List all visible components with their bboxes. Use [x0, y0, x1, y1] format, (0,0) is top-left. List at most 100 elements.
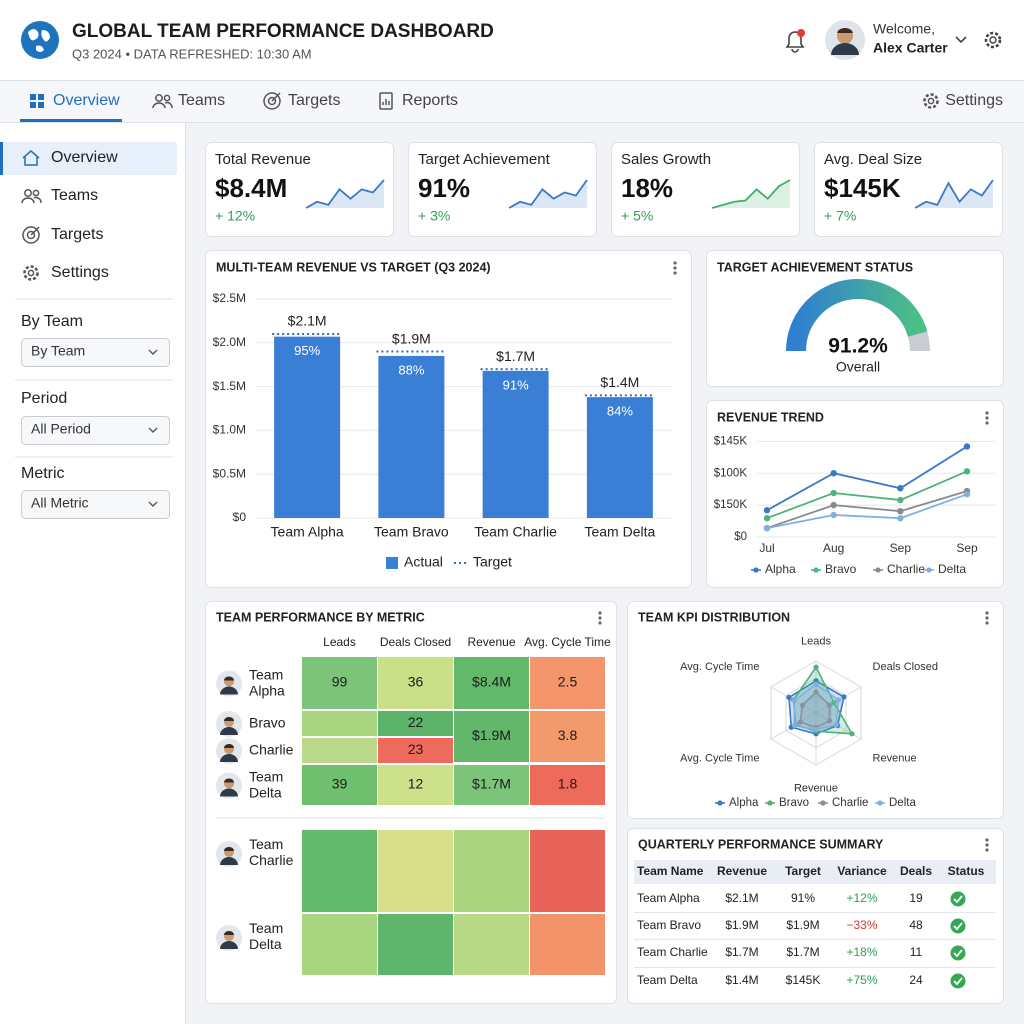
filter-select[interactable]	[21, 338, 170, 367]
kpi-change: + 7%	[824, 208, 856, 224]
radar-axis-label: Deals Closed	[873, 661, 938, 673]
icon-part	[30, 226, 40, 236]
filter-value: All Period	[31, 421, 91, 437]
icon-part	[923, 93, 939, 109]
filter-select[interactable]	[21, 490, 170, 519]
card-title: QUARTERLY PERFORMANCE SUMMARY	[638, 837, 884, 851]
gauge-caption: Overall	[836, 359, 880, 375]
x-tick-label: Aug	[823, 541, 844, 555]
table-cell: 19	[909, 891, 923, 905]
filter-label: Metric	[21, 465, 65, 482]
bar-achievement-label: 84%	[607, 404, 633, 419]
card-menu[interactable]	[985, 838, 989, 852]
radar-point	[786, 694, 792, 701]
filter-label: By Team	[21, 313, 83, 330]
kpi-card	[611, 142, 800, 237]
kpi-value: 91%	[418, 173, 470, 203]
target-icon	[263, 92, 281, 110]
heatmap-cell	[530, 657, 605, 709]
tab[interactable]: Reports	[402, 92, 458, 109]
avatar-hair	[224, 676, 234, 681]
card-menu[interactable]	[673, 261, 677, 275]
bar	[586, 397, 653, 518]
tab[interactable]: Teams	[178, 92, 225, 109]
table-cell: Team Delta	[637, 973, 698, 987]
target-label: $2.1M	[288, 313, 327, 329]
x-tick-label: Team Delta	[584, 524, 655, 540]
nav-item[interactable]: Teams	[51, 187, 98, 204]
heatmap-cell-value: 2.5	[558, 674, 578, 690]
sparkline	[914, 179, 994, 209]
heatmap-cell	[302, 830, 377, 912]
header-settings[interactable]	[984, 31, 1002, 49]
x-tick-label: Sep	[956, 541, 978, 555]
status-check	[953, 949, 963, 958]
icon-part	[21, 197, 35, 204]
legend-label: Charlie	[887, 562, 925, 576]
gauge-fill	[786, 279, 928, 352]
card-menu[interactable]	[598, 611, 602, 625]
line-point	[763, 524, 771, 532]
heatmap-cell-value: 99	[332, 674, 348, 690]
y-tick-label: $145K	[714, 435, 748, 447]
status-check	[953, 977, 963, 986]
sparkline	[305, 179, 385, 209]
radar-point	[791, 722, 797, 729]
tab[interactable]: Overview	[53, 92, 120, 109]
radar-point	[813, 681, 819, 688]
card-menu[interactable]	[985, 411, 989, 425]
heatmap-cell-value: $1.7M	[472, 776, 511, 792]
icon-part	[38, 102, 44, 108]
user-avatar[interactable]	[825, 20, 865, 60]
chart-title: TARGET ACHIEVEMENT STATUS	[717, 260, 913, 274]
menu-dot	[985, 411, 989, 415]
line-point	[897, 485, 904, 492]
tab-settings[interactable]: Settings	[945, 92, 1003, 109]
radar-point	[841, 694, 847, 700]
filter-select[interactable]	[21, 416, 170, 445]
y-tick-label: $2.0M	[213, 335, 246, 349]
legend-swatch	[877, 800, 883, 806]
avatar-body	[220, 686, 238, 695]
avatar-hair	[224, 778, 234, 783]
icon-part	[26, 230, 36, 240]
kpi-label: Total Revenue	[215, 151, 311, 168]
greeting: Welcome,	[873, 21, 935, 37]
line-point	[830, 470, 837, 477]
icon-part	[155, 94, 163, 102]
avatar-body	[220, 788, 238, 797]
radar-point	[831, 700, 837, 706]
card-menu[interactable]	[985, 611, 989, 625]
gear-teeth	[984, 31, 1002, 49]
nav-item[interactable]: Targets	[51, 226, 103, 243]
line-series	[766, 490, 968, 529]
chart-title: TEAM KPI DISTRIBUTION	[638, 610, 790, 624]
bar	[482, 370, 549, 518]
row-name: Team Alpha	[249, 666, 287, 698]
table-cell: $2.1M	[725, 891, 758, 905]
sparkline	[508, 179, 588, 209]
nav-item[interactable]: Settings	[51, 264, 109, 281]
icon-part	[164, 101, 173, 109]
avatar-body	[220, 754, 238, 762]
y-tick-label: $2.5M	[213, 291, 246, 305]
sidebar	[0, 123, 185, 1024]
menu-dot	[985, 611, 989, 615]
radar-axis-label: Leads	[801, 635, 831, 647]
icon-part	[163, 94, 171, 102]
icon-part	[32, 189, 40, 197]
legend-swatch	[386, 557, 398, 569]
icon-part	[267, 96, 277, 106]
radar-point	[826, 718, 833, 724]
line-chart-card	[706, 400, 1004, 588]
tab[interactable]: Targets	[288, 92, 340, 109]
table-cell: +18%	[846, 945, 877, 959]
icon-part	[38, 94, 44, 100]
nav-item[interactable]: Overview	[51, 149, 118, 166]
radar-point	[797, 719, 803, 725]
user-menu-chevron[interactable]	[955, 36, 967, 44]
heatmap-cell-value: 1.8	[558, 776, 578, 792]
heatmap-cell	[454, 657, 529, 709]
notifications[interactable]	[785, 29, 805, 53]
menu-dot	[985, 848, 989, 852]
